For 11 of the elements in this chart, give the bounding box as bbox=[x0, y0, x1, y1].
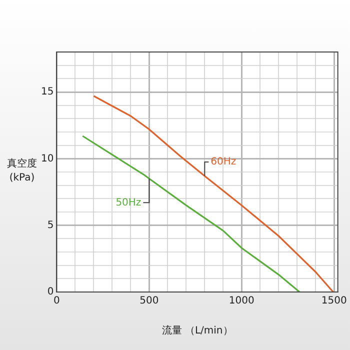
series-label: 50Hz bbox=[116, 197, 142, 208]
x-tick-label: 1000 bbox=[228, 296, 254, 307]
y-tick-label: 10 bbox=[40, 153, 54, 164]
y-tick-label: 0 bbox=[47, 286, 54, 298]
y-tick-label: 15 bbox=[40, 86, 54, 98]
series-label: 60Hz bbox=[210, 156, 236, 168]
x-axis-title: 流量 （L/min） bbox=[162, 324, 233, 337]
y-axis-title: 真空度 (kPa) bbox=[7, 158, 37, 184]
x-tick-label: 1500 bbox=[321, 296, 347, 307]
y-tick-label: 5 bbox=[47, 220, 54, 231]
x-tick-label: 500 bbox=[140, 296, 159, 307]
